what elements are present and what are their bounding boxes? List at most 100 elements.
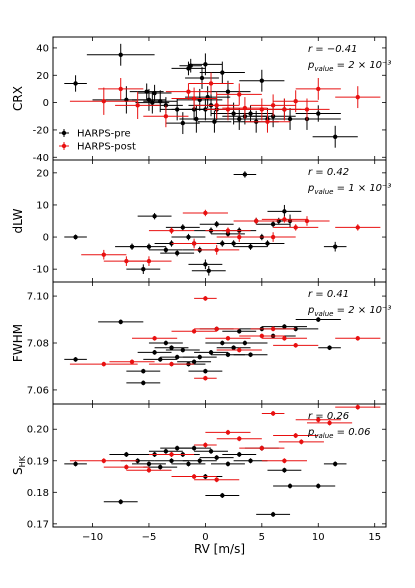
data-point [306, 420, 353, 426]
marker [316, 111, 321, 116]
data-point [273, 90, 319, 113]
marker [333, 134, 338, 139]
data-point [81, 249, 127, 260]
data-point [137, 84, 172, 102]
marker [169, 345, 174, 350]
data-point [126, 264, 161, 274]
marker [293, 99, 298, 104]
data-point [98, 78, 144, 100]
data-point [261, 458, 307, 464]
panel-dlw: -10 0 10 20 dLW r = 0.42 [11, 159, 387, 283]
data-point [126, 380, 161, 386]
marker [197, 458, 202, 463]
marker [141, 266, 146, 272]
marker [270, 234, 276, 240]
marker [237, 234, 242, 240]
marker [282, 324, 287, 329]
marker [203, 368, 208, 374]
data-point [199, 221, 234, 228]
marker [282, 217, 287, 222]
data-point [194, 350, 228, 355]
marker [355, 404, 360, 410]
marker [169, 458, 174, 463]
data-point [179, 58, 203, 73]
marker [163, 340, 169, 346]
marker [146, 258, 152, 264]
data-point [103, 499, 138, 505]
panel-crx: -40 -20 0 20 40 CRX r = −0.41 HARPS-pre HARPS-po… [11, 36, 387, 164]
marker [304, 107, 310, 112]
marker [327, 345, 332, 350]
data-point [188, 368, 223, 374]
marker [293, 225, 298, 230]
marker [146, 461, 152, 467]
data-point [86, 43, 155, 66]
marker [141, 380, 146, 386]
y-axis-label: SHK [11, 455, 27, 475]
data-point [182, 354, 217, 360]
marker [242, 340, 248, 346]
marker [316, 483, 321, 489]
data-point [295, 78, 341, 100]
data-point [216, 83, 262, 106]
marker [237, 347, 242, 353]
data-point [239, 69, 285, 92]
data-point [129, 83, 164, 100]
marker [146, 468, 152, 473]
marker [327, 420, 332, 426]
marker [270, 103, 276, 108]
data-point [165, 347, 200, 353]
marker [124, 452, 129, 457]
data-point [182, 209, 228, 217]
data-point [312, 125, 358, 148]
marker [203, 62, 208, 67]
data-point [323, 241, 347, 252]
data-point [171, 461, 206, 467]
marker [203, 296, 208, 301]
marker [129, 359, 135, 364]
data-point [197, 110, 232, 133]
data-point [194, 442, 217, 448]
marker [152, 350, 157, 355]
marker [242, 172, 248, 177]
data-point [323, 461, 347, 467]
marker [203, 442, 208, 448]
data-point [171, 238, 217, 249]
data-point [64, 75, 87, 92]
data-point [233, 352, 268, 358]
marker [299, 439, 304, 445]
marker [355, 336, 360, 341]
data-point [177, 88, 223, 111]
data-point [250, 94, 296, 117]
data-point [165, 112, 200, 135]
data-point [171, 61, 206, 76]
marker [208, 350, 214, 355]
data-point [160, 249, 195, 257]
data-point [261, 216, 307, 223]
data-point [233, 171, 257, 178]
marker [282, 209, 287, 214]
marker [141, 368, 146, 374]
data-point [188, 259, 223, 270]
marker [282, 468, 287, 473]
marker [203, 375, 208, 381]
marker [214, 326, 219, 332]
marker [191, 96, 197, 101]
data-point [261, 410, 285, 416]
data-point [194, 296, 217, 301]
data-point [98, 319, 144, 325]
marker [191, 359, 197, 364]
data-point [126, 467, 172, 473]
marker [214, 247, 219, 253]
marker [163, 449, 169, 454]
data-point [250, 326, 296, 332]
marker [248, 111, 253, 116]
data-point [171, 328, 217, 334]
marker [158, 464, 163, 470]
marker [304, 218, 310, 224]
data-point [250, 240, 285, 247]
marker [191, 241, 197, 246]
correlation-r: r = −0.41 [308, 44, 358, 55]
legend-swatch-marker [61, 143, 67, 149]
